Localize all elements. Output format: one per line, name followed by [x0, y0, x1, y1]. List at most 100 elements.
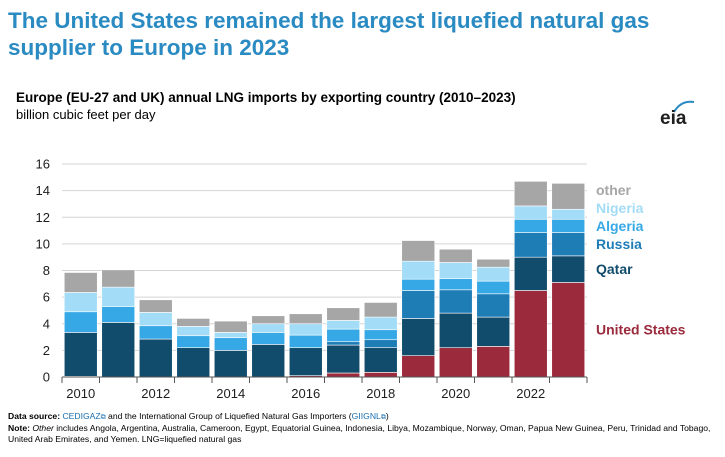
bar-segment-qatar [438, 312, 473, 349]
y-tick-label: 2 [43, 343, 50, 358]
x-tick-label: 2018 [366, 386, 395, 401]
bar-segment-nigeria [176, 326, 211, 337]
bar-segment-nigeria [363, 316, 398, 331]
bar-segment-russia [551, 232, 586, 257]
bar-segment-united-states [326, 372, 361, 378]
bar-segment-russia [513, 232, 548, 258]
bar-segment-algeria [63, 311, 98, 333]
y-tick-label: 4 [43, 316, 50, 331]
bar-segment-algeria [438, 278, 473, 291]
giignl-link[interactable]: GIIGNL [351, 411, 381, 421]
bar-segment-other [176, 318, 211, 327]
legend-label-qatar: Qatar [596, 261, 633, 277]
bar-segment-russia [401, 290, 436, 319]
legend-label-nigeria: Nigeria [596, 200, 644, 216]
bar-segment-algeria [176, 335, 211, 349]
bar-segment-other [213, 320, 248, 333]
logo-arc-icon [673, 100, 695, 113]
bar-segment-qatar [401, 318, 436, 356]
bar-segment-united-states [401, 355, 436, 378]
axes: 0 2 4 6 8 10 12 14 16 2010 2012 2014 2016 2018 2020 202… [36, 157, 588, 401]
bar-segment-qatar [288, 347, 323, 376]
x-tick-label: 2016 [291, 386, 320, 401]
bar-segment-qatar [138, 338, 173, 378]
legend-label-united-states: United States [596, 322, 686, 338]
bar-segment-nigeria [63, 292, 98, 313]
y-tick-label: 10 [36, 236, 50, 251]
bar-segment-russia [363, 339, 398, 349]
bar-segment-other [63, 272, 98, 293]
bar-segment-nigeria [138, 312, 173, 327]
bar-segment-nigeria [476, 266, 511, 282]
bar-segment-russia [326, 341, 361, 346]
bar-segment-qatar [476, 316, 511, 347]
bar-segment-other [326, 307, 361, 321]
bar-segment-other [476, 258, 511, 268]
bar-segment-united-states [551, 282, 586, 378]
bar-segment-qatar [551, 255, 586, 283]
bar-segment-algeria [101, 306, 136, 323]
x-tick-label: 2022 [516, 386, 545, 401]
external-link-icon: ⧉ [100, 414, 106, 421]
bar-segment-nigeria [513, 205, 548, 220]
source-text: and the International Group of Liquefied… [105, 411, 352, 421]
source-line: Data source: CEDIGAZ⧉ and the Internatio… [8, 411, 713, 423]
y-tick-label: 0 [43, 370, 50, 385]
y-tick-label: 6 [43, 290, 50, 305]
bar-segment-other [363, 302, 398, 318]
y-axis-label: billion cubic feet per day [16, 107, 156, 122]
legend-label-other: other [596, 182, 632, 198]
x-tick-label: 2020 [441, 386, 470, 401]
note-line: Note: Other includes Angola, Argentina, … [8, 423, 713, 445]
bar-segment-united-states [513, 290, 548, 378]
bar-segment-algeria [138, 325, 173, 340]
bar-segment-nigeria [288, 323, 323, 336]
note-label: Note: [8, 423, 30, 433]
bar-segment-algeria [476, 280, 511, 295]
legend-label-algeria: Algeria [596, 218, 644, 234]
x-tick-label: 2010 [66, 386, 95, 401]
bar-segment-algeria [251, 332, 286, 345]
footer: Data source: CEDIGAZ⧉ and the Internatio… [8, 411, 713, 445]
stacked-bar-chart: 0 2 4 6 8 10 12 14 16 2010 2012 2014 2016 2018 2020 202… [36, 157, 686, 402]
note-other: Other [32, 423, 54, 433]
bar-segment-other [251, 315, 286, 325]
source-label: Data source: [8, 411, 61, 421]
bar-segment-russia [438, 289, 473, 314]
bar-segment-nigeria [213, 332, 248, 339]
cedigaz-link[interactable]: CEDIGAZ [62, 411, 101, 421]
logo-text: eia [660, 108, 687, 129]
eia-logo: eia [660, 100, 700, 132]
bar-segment-qatar [363, 347, 398, 373]
y-tick-label: 16 [36, 157, 50, 172]
bar-segment-nigeria [326, 320, 361, 330]
headline: The United States remained the largest l… [8, 8, 650, 60]
external-link-icon: ⧉ [380, 414, 386, 421]
bar-segment-nigeria [438, 262, 473, 279]
bar-segment-nigeria [101, 286, 136, 307]
bar-segment-algeria [363, 329, 398, 341]
legend-label-russia: Russia [596, 236, 642, 252]
source-end: ) [385, 411, 389, 421]
bar-segment-qatar [101, 322, 136, 378]
x-tick-label: 2012 [141, 386, 170, 401]
bar-segment-other [401, 240, 436, 262]
bar-segment-other [288, 313, 323, 325]
bar-segment-qatar [213, 350, 248, 378]
legend: United States Qatar Russia Algeria Nigeria ot… [596, 182, 686, 338]
bar-segment-nigeria [551, 208, 586, 220]
y-tick-label: 12 [36, 210, 50, 225]
bar-segment-united-states [363, 372, 398, 378]
bar-segment-algeria [551, 218, 586, 233]
bar-segment-qatar [176, 347, 211, 378]
bar-stacks [63, 181, 586, 378]
bar-segment-algeria [326, 328, 361, 343]
bar-segment-nigeria [251, 323, 286, 333]
bar-segment-algeria [401, 278, 436, 291]
bar-segment-algeria [513, 218, 548, 233]
bar-segment-nigeria [401, 260, 436, 280]
bar-segment-qatar [251, 344, 286, 378]
bar-segment-algeria [288, 334, 323, 349]
bar-segment-other [551, 183, 586, 210]
bar-segment-other [513, 181, 548, 207]
